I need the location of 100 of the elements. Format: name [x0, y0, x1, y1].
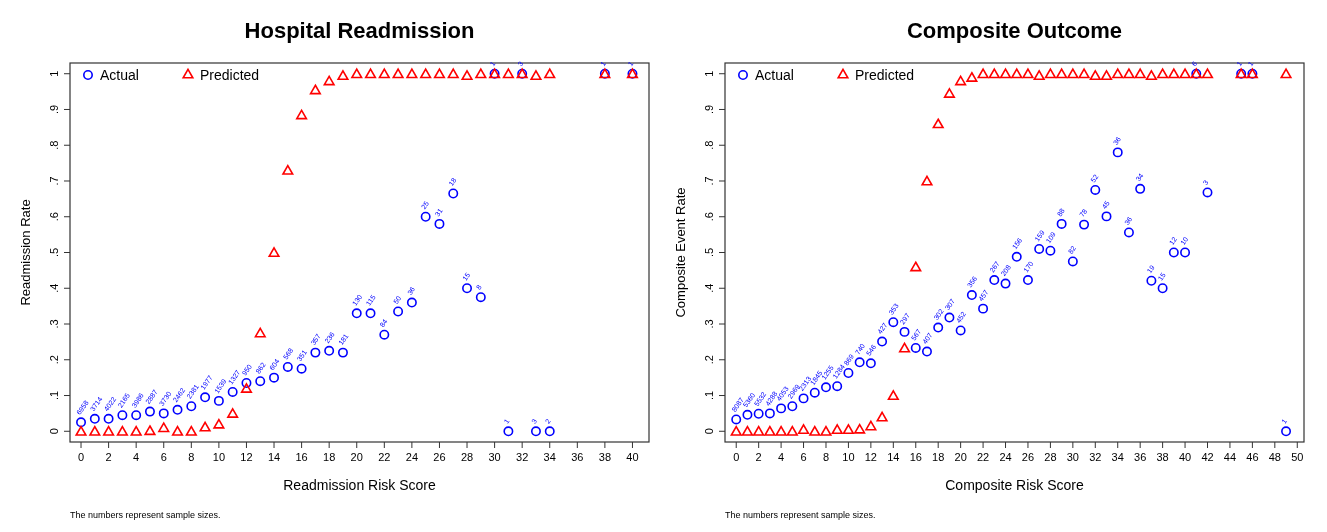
- y-tick-label: .8: [48, 140, 60, 150]
- point: [324, 345, 335, 356]
- text: The numbers represent sample sizes.: [70, 510, 221, 520]
- x-tick-label: 14: [267, 451, 281, 463]
- x-tick-label: 20: [350, 451, 363, 463]
- point: [1157, 68, 1169, 79]
- x-tick-label: 46: [1246, 451, 1259, 463]
- point: [944, 312, 955, 323]
- y-tick-label: 0: [703, 428, 715, 435]
- x-tick-label: 40: [626, 451, 639, 463]
- point: [475, 292, 486, 303]
- x-tick-label: 28: [460, 451, 474, 463]
- point: [1168, 247, 1179, 258]
- point: [1135, 183, 1146, 194]
- point: [1180, 247, 1191, 258]
- x-tick-label: 34: [1111, 451, 1124, 463]
- point: [753, 425, 765, 436]
- point: [530, 70, 542, 81]
- point: [921, 175, 933, 186]
- point: [241, 378, 252, 388]
- point: [1011, 68, 1023, 79]
- point: [365, 308, 376, 319]
- point: [764, 408, 775, 419]
- point: [742, 409, 753, 420]
- x-tick-label: 32: [1089, 451, 1102, 463]
- x-tick-label: 26: [433, 451, 446, 463]
- y-tick-label: 0: [48, 428, 60, 435]
- y-tick-label: .4: [703, 283, 715, 293]
- point: [1045, 245, 1056, 256]
- point: [448, 188, 459, 199]
- y-tick-label: .6: [48, 212, 60, 222]
- point: [433, 68, 446, 79]
- point: [1112, 147, 1123, 158]
- y-tick-label: .6: [703, 212, 715, 222]
- x-tick-label: 18: [932, 451, 945, 463]
- x-tick-label: 30: [1066, 451, 1079, 463]
- x-tick-label: 2: [105, 451, 112, 463]
- point: [172, 404, 183, 415]
- point: [741, 425, 754, 436]
- x-tick-label: 18: [323, 451, 336, 463]
- point: [887, 390, 899, 401]
- point: [921, 346, 932, 357]
- point: [530, 426, 541, 437]
- point: [910, 342, 921, 353]
- point: [351, 68, 363, 79]
- point: [1056, 218, 1067, 229]
- point: [888, 317, 899, 328]
- point: [269, 372, 280, 383]
- point: [282, 361, 293, 372]
- point: [406, 297, 417, 308]
- x-tick-label: 40: [1178, 451, 1192, 463]
- point: [200, 392, 211, 403]
- point: [296, 363, 307, 374]
- x-tick-label: 24: [405, 451, 419, 463]
- point: [116, 425, 128, 436]
- point: [1179, 68, 1191, 79]
- x-tick-label: 14: [887, 451, 900, 463]
- chart-title: Composite Outcome: [906, 18, 1123, 43]
- chart-title: Hospital Readmission: [244, 18, 475, 43]
- point: [1112, 68, 1124, 79]
- x-tick-label: 12: [864, 451, 877, 463]
- x-tick-label: 4: [778, 451, 785, 463]
- x-tick-label: 38: [598, 451, 612, 463]
- x-tick-label: 6: [800, 451, 807, 463]
- point: [1100, 70, 1113, 81]
- point: [989, 275, 1000, 286]
- point: [1134, 68, 1146, 79]
- point: [255, 376, 266, 387]
- point: [103, 413, 114, 424]
- x-tick-label: 16: [295, 451, 308, 463]
- x-tick-label: 48: [1268, 451, 1281, 463]
- point: [787, 401, 798, 412]
- point: [877, 336, 888, 347]
- point: [364, 68, 377, 79]
- x-tick-label: 4: [133, 451, 140, 463]
- point: [323, 75, 335, 86]
- point: [461, 70, 473, 81]
- point: [797, 424, 810, 435]
- point: [1022, 68, 1034, 79]
- point: [1090, 184, 1101, 195]
- point: [899, 326, 910, 337]
- x-tick-label: 34: [543, 451, 556, 463]
- y-tick-label: .3: [703, 319, 715, 329]
- point: [1067, 68, 1079, 79]
- point: [832, 381, 843, 392]
- point: [420, 68, 432, 79]
- point: [227, 408, 239, 418]
- y-tick-label: .1: [48, 390, 60, 401]
- x-tick-label: 50: [1291, 451, 1304, 463]
- point: [988, 68, 1000, 79]
- point: [933, 322, 944, 333]
- legend-label: Actual: [100, 67, 139, 83]
- point: [144, 406, 155, 417]
- y-tick-label: .3: [48, 319, 60, 329]
- point: [1123, 227, 1134, 238]
- point: [775, 425, 787, 436]
- point: [462, 283, 473, 294]
- x-tick-label: 6: [160, 451, 167, 463]
- point: [199, 421, 211, 432]
- point: [254, 327, 266, 338]
